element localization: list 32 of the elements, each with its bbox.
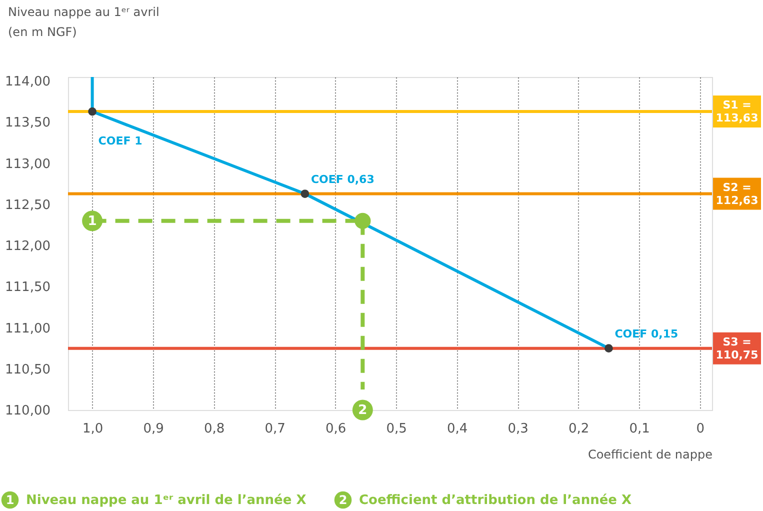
x-tick-label: 0,3	[508, 422, 528, 436]
y-tick-label: 114,00	[5, 74, 50, 90]
x-tick-label: 1,0	[82, 422, 104, 436]
y-tick-label: 111,50	[5, 280, 50, 296]
x-axis-title: Coefficient de nappe	[588, 448, 712, 462]
annotation: COEF 0,63	[310, 172, 374, 186]
text: 1 Niveau nappe au 1ᵉʳ avril de l’année X	[6, 493, 306, 508]
y-axis-title: Niveau nappe au 1ᵉʳ avril (en m NGF)	[8, 5, 160, 39]
y-tick-label: 112,00	[5, 239, 50, 254]
x-tick-label: 0	[696, 422, 704, 436]
ref-line-label: S1 = 113,63	[716, 98, 758, 125]
y-tick-label: 113,50	[5, 116, 50, 131]
x-tick-label: 0,7	[264, 422, 286, 436]
x-tick-label: 0,1	[629, 422, 650, 436]
text: 2 Coefficient d’attribution de l’année X	[338, 493, 632, 508]
x-tick-label: 0,4	[446, 422, 468, 436]
annotation: 2	[358, 403, 368, 418]
ref-line-label: S2 = 112,63	[716, 180, 758, 207]
y-tick-label: 110,00	[5, 404, 50, 418]
y-tick-label: 111,00	[5, 321, 50, 336]
annotation: COEF 0,15	[614, 327, 678, 340]
x-tick-label: 0,8	[204, 422, 225, 436]
x-tick-label: 0,2	[568, 422, 590, 436]
ref-line-label: S3 = 110,75	[716, 335, 758, 362]
x-tick-label: 0,5	[386, 422, 407, 436]
x-tick-label: 0,9	[143, 422, 164, 436]
y-tick-label: 110,50	[5, 362, 50, 378]
annotation: 1	[88, 214, 97, 229]
x-tick-label: 0,6	[325, 422, 346, 436]
y-tick-label: 112,50	[5, 198, 50, 213]
annotation: COEF 1	[98, 134, 142, 148]
y-tick-label: 113,00	[5, 156, 50, 172]
